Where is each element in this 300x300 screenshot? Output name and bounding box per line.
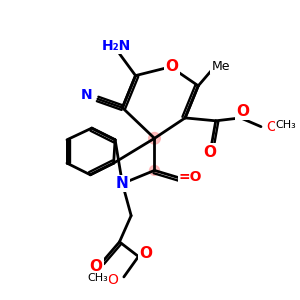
Text: O: O — [166, 59, 178, 74]
Text: CH₃: CH₃ — [275, 120, 296, 130]
Text: CH₃: CH₃ — [87, 273, 108, 284]
Text: O: O — [107, 273, 118, 287]
Text: O: O — [203, 145, 216, 160]
Circle shape — [149, 166, 159, 176]
Text: O: O — [90, 259, 103, 274]
Text: =O: =O — [179, 170, 202, 184]
Circle shape — [149, 133, 160, 144]
Text: Me: Me — [212, 60, 230, 73]
Text: O: O — [236, 104, 249, 119]
Text: N: N — [81, 88, 92, 103]
Text: H₂N: H₂N — [102, 39, 131, 52]
Text: O: O — [139, 246, 152, 261]
Text: O: O — [267, 120, 278, 134]
Text: N: N — [116, 176, 129, 191]
